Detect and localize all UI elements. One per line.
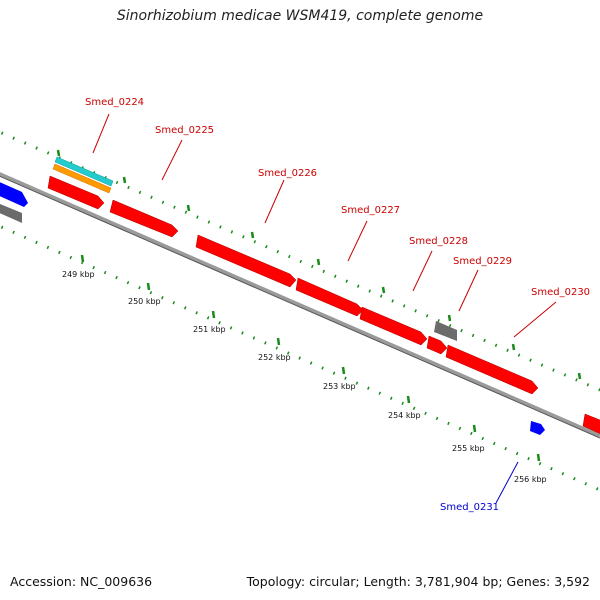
genome-summary: Topology: circular; Length: 3,781,904 bp… xyxy=(246,574,590,589)
gene-smed-0231 xyxy=(530,421,545,435)
gene-smed-0227 xyxy=(295,277,364,317)
track-orange xyxy=(52,163,112,194)
gene-label: Smed_0230 xyxy=(531,287,590,298)
gene-label: Smed_0226 xyxy=(258,168,317,179)
gene-label: Smed_0231 xyxy=(440,502,499,513)
genome-backbone xyxy=(0,172,600,438)
track-cyan xyxy=(54,156,114,187)
gene-label: Smed_0225 xyxy=(155,125,214,136)
genome-backbone-shadow xyxy=(0,175,600,439)
callout-lines xyxy=(92,113,557,504)
kbp-label: 252 kbp xyxy=(258,353,291,362)
gene-label: Smed_0224 xyxy=(85,97,144,108)
gene-smed-0230 xyxy=(445,344,539,395)
gene-label: Smed_0228 xyxy=(409,236,468,247)
accession-text: Accession: NC_009636 xyxy=(10,574,153,589)
kbp-label: 251 kbp xyxy=(193,325,226,334)
kbp-label: 254 kbp xyxy=(388,411,421,420)
kbp-label: 249 kbp xyxy=(62,270,95,279)
map-title: Sinorhizobium medicae WSM419, complete g… xyxy=(116,8,484,24)
gene-label: Smed_0227 xyxy=(341,205,400,216)
outer-major-ticks xyxy=(56,149,582,380)
gene-right-clipped xyxy=(582,413,600,435)
kbp-label: 250 kbp xyxy=(128,297,161,306)
gene-smed-0225 xyxy=(109,199,179,238)
inner-major-ticks xyxy=(80,254,541,462)
gene-labels: Smed_0224 Smed_0225 Smed_0226 Smed_0227 … xyxy=(85,97,590,513)
kbp-label: 255 kbp xyxy=(452,444,485,453)
gene-label: Smed_0229 xyxy=(453,256,512,267)
gene-smed-0228 xyxy=(359,306,428,346)
gene-smed-0226 xyxy=(195,234,297,288)
kbp-label: 256 kbp xyxy=(514,475,547,484)
gene-smed-0229 xyxy=(426,335,448,355)
gene-left-blue xyxy=(0,182,28,207)
scale-labels: 249 kbp 250 kbp 251 kbp 252 kbp 253 kbp … xyxy=(62,270,547,484)
gene-gray-0229 xyxy=(434,321,457,341)
gene-left-gray xyxy=(0,204,22,223)
kbp-label: 253 kbp xyxy=(323,382,356,391)
genes-red xyxy=(47,175,600,435)
gene-smed-0224 xyxy=(47,175,105,210)
